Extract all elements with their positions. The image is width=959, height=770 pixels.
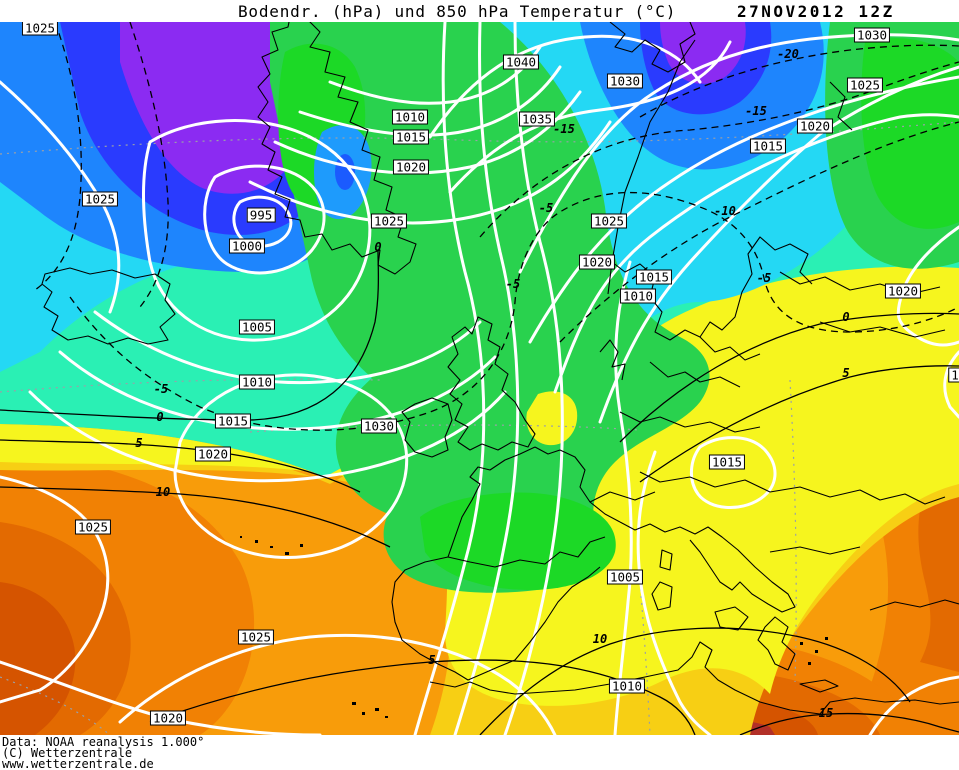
isobar-label: 1005 <box>606 569 644 585</box>
temperature-field <box>0 22 959 735</box>
isobar-label: 1030 <box>606 73 644 89</box>
temp-contour-label: 0 <box>374 240 382 254</box>
temp-contour-label: -5 <box>505 277 521 291</box>
isobar-label: 1015 <box>392 129 430 145</box>
isobar-label: 1020 <box>194 446 232 462</box>
temp-contour-label: 5 <box>428 653 436 667</box>
isobar-label: 1020 <box>392 159 430 175</box>
credit-data-source: Data: NOAA reanalysis 1.000° <box>2 735 205 749</box>
isobar-label: 1000 <box>228 238 266 254</box>
isobar-label: 1030 <box>360 418 398 434</box>
weather-map: 1025 1025 995 1000 1005 1010 1015 1020 1025 1025 1… <box>0 22 959 735</box>
isobar-label: 1010 <box>391 109 429 125</box>
temp-contour-label: -15 <box>553 122 575 136</box>
isobar-label: 1010 <box>608 678 646 694</box>
map-datetime: 27NOV2012 12Z <box>737 2 895 21</box>
isobar-label: 1005 <box>238 319 276 335</box>
isobar-label: 1020 <box>149 710 187 726</box>
isobar-label: 1025 <box>237 629 275 645</box>
isobar-label: 1035 <box>518 111 556 127</box>
credit-copyright: (C) Wetterzentrale <box>2 746 133 760</box>
isobar-label: 1015 <box>708 454 746 470</box>
page-title: Bodendr. (hPa) und 850 hPa Temperatur (°… <box>238 2 677 21</box>
temp-contour-label: 5 <box>135 436 143 450</box>
temp-contour-label: -10 <box>714 204 736 218</box>
isobar-label: 1015 <box>214 413 252 429</box>
map-graphic <box>0 22 959 735</box>
isobar-label: 1025 <box>81 191 119 207</box>
isobar-label: 1030 <box>853 27 891 43</box>
isobar-label: 995 <box>246 207 276 223</box>
footer: Data: NOAA reanalysis 1.000° (C) Wetterz… <box>0 735 959 770</box>
isobar-label: 1015 <box>635 269 673 285</box>
isobars <box>0 22 959 735</box>
coastlines <box>41 22 959 715</box>
temp-contour-label: 15 <box>818 706 834 720</box>
islands <box>240 536 828 718</box>
credit-website: www.wetterzentrale.de <box>2 757 154 770</box>
temp-contour-label: 10 <box>155 485 171 499</box>
temp-contour-label: -5 <box>538 201 554 215</box>
temp-contour-label: 0 <box>842 310 850 324</box>
temp-contour-label: 0 <box>156 410 164 424</box>
temp-contour-label: 10 <box>592 632 608 646</box>
isobar-label: 1025 <box>846 77 884 93</box>
isobar-label: 1025 <box>74 519 112 535</box>
isobar-label: 1010 <box>238 374 276 390</box>
isobar-label: 1 <box>948 367 959 383</box>
temp-contour-label: 5 <box>842 366 850 380</box>
isobar-label: 1025 <box>21 22 59 36</box>
temp-contour-label: -5 <box>153 382 169 396</box>
isobar-label: 1020 <box>578 254 616 270</box>
temp-contour-label: -15 <box>745 104 767 118</box>
isobar-label: 1020 <box>884 283 922 299</box>
isobar-label: 1040 <box>502 54 540 70</box>
isobar-label: 1015 <box>749 138 787 154</box>
isobar-label: 1025 <box>370 213 408 229</box>
isobar-label: 1025 <box>590 213 628 229</box>
isobar-label: 1020 <box>796 118 834 134</box>
title-bar: Bodendr. (hPa) und 850 hPa Temperatur (°… <box>0 0 959 22</box>
isobar-label: 1010 <box>619 288 657 304</box>
temp-contour-label: -20 <box>777 47 799 61</box>
temp-contour-label: -5 <box>756 271 772 285</box>
